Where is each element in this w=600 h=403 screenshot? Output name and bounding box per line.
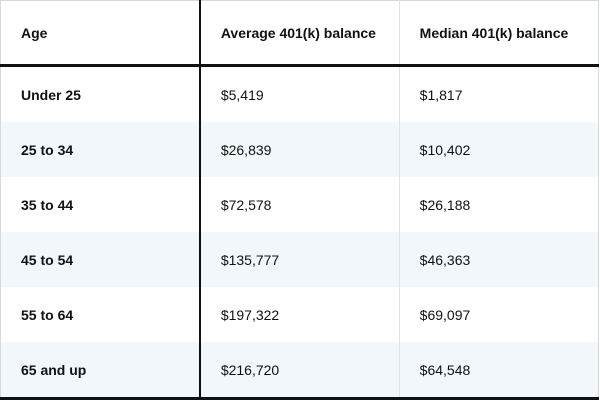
table-row: Under 25 $5,419 $1,817	[0, 65, 599, 122]
balance-cell: $5,419	[199, 65, 400, 122]
balance-cell: $64,548	[399, 342, 599, 399]
age-cell: 55 to 64	[0, 287, 201, 342]
table-row: 25 to 34 $26,839 $10,402	[0, 122, 599, 177]
table-row: 35 to 44 $72,578 $26,188	[0, 177, 599, 232]
table-row: 65 and up $216,720 $64,548	[0, 342, 599, 399]
balance-cell: $197,322	[199, 287, 400, 342]
balance-cell: $26,188	[419, 196, 471, 213]
balance-cell: $135,777	[199, 232, 400, 287]
age-cell: 35 to 44	[0, 177, 201, 232]
balance-cell: $72,578	[199, 177, 400, 232]
header-cell: Median 401(k) balance	[399, 0, 599, 67]
balance-cell: $216,720	[199, 342, 400, 399]
balance-cell: $10,402	[399, 122, 599, 177]
balance-cell: $26,839	[199, 122, 400, 177]
balance-cell: $1,817	[419, 86, 463, 103]
table-row: 55 to 64 $197,322 $69,097	[0, 287, 599, 342]
header-cell: Age	[0, 0, 201, 67]
age-cell: 45 to 54	[0, 232, 201, 287]
table-row: 45 to 54 $135,777 $46,363	[0, 232, 599, 287]
age-cell: 25 to 34	[0, 122, 201, 177]
table-header: Age Average 401(k) balance Median 401(k) b…	[0, 0, 599, 67]
age-cell: 65 and up	[0, 342, 201, 399]
table-body: Under 25 $5,419 $1,817 25 to 34 $26,839 $10,4…	[0, 65, 599, 399]
header-cell: Average 401(k) balance	[199, 0, 400, 67]
header-row: Age Average 401(k) balance Median 401(k) b…	[0, 0, 599, 67]
age-cell: Under 25	[0, 65, 201, 122]
balance-cell: $69,097	[419, 306, 471, 323]
balance-cell: $46,363	[399, 232, 599, 287]
